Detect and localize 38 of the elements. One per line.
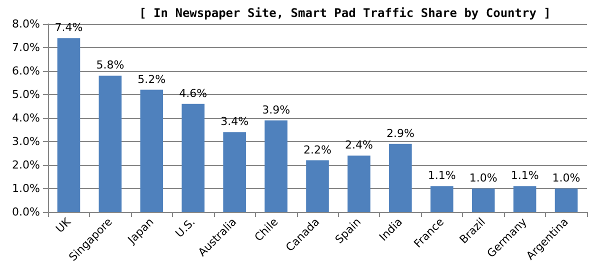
x-tick-label: UK — [53, 214, 74, 236]
bar — [306, 160, 329, 212]
y-tick-label: 0.0% — [12, 206, 40, 218]
data-label: 1.0% — [469, 172, 498, 184]
y-tick-label: 6.0% — [12, 64, 40, 78]
y-tick-label: 3.0% — [12, 135, 40, 148]
y-tick-label: 1.0% — [12, 182, 40, 195]
data-label: 5.2% — [138, 72, 166, 86]
chart-title: [ In Newspaper Site, Smart Pad Traffic Share by Country ] — [139, 6, 551, 20]
bar — [430, 186, 454, 212]
bar — [389, 144, 412, 212]
data-label: 1.0% — [552, 172, 580, 184]
data-label: 7.4% — [54, 21, 83, 34]
y-tick-label: 8.0% — [12, 18, 40, 30]
y-tick-label: 7.0% — [12, 41, 40, 54]
bar — [223, 132, 246, 212]
data-label: 2.9% — [386, 126, 414, 140]
data-label: 1.1% — [510, 169, 539, 182]
bar — [98, 76, 122, 212]
bar — [472, 188, 495, 212]
data-label: 1.1% — [428, 169, 456, 182]
bar — [513, 186, 536, 212]
y-tick-label: 5.0% — [12, 88, 40, 101]
bar — [182, 104, 205, 212]
data-label: 3.4% — [220, 115, 249, 128]
data-label: 4.6% — [179, 86, 208, 100]
bar — [554, 188, 578, 212]
bar — [348, 156, 370, 212]
data-label: 2.4% — [344, 138, 373, 152]
bar — [264, 120, 288, 212]
data-label: 5.8% — [96, 58, 124, 72]
bar — [140, 90, 164, 212]
y-tick-label: 4.0% — [12, 112, 40, 124]
bar — [57, 38, 80, 212]
data-label: 3.9% — [262, 103, 290, 116]
data-label: 2.2% — [304, 143, 332, 156]
y-tick-label: 2.0% — [12, 158, 40, 172]
x-tick-label: U.S. — [172, 215, 198, 240]
